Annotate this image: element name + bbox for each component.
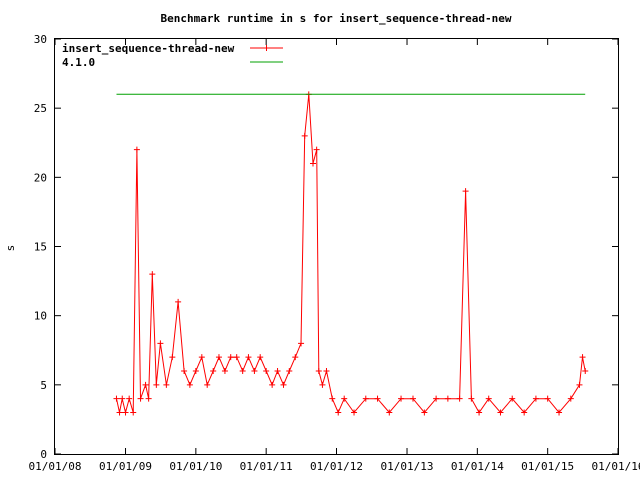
data-point-1 bbox=[409, 395, 416, 402]
data-point-1 bbox=[280, 381, 287, 388]
data-point-1 bbox=[122, 409, 129, 416]
data-point-1 bbox=[204, 381, 211, 388]
data-point-1 bbox=[198, 354, 205, 361]
data-point-1 bbox=[169, 354, 176, 361]
y-tick-label: 15 bbox=[34, 241, 47, 254]
data-point-1 bbox=[142, 381, 149, 388]
data-point-1 bbox=[319, 381, 326, 388]
y-tick-label: 0 bbox=[40, 448, 47, 461]
data-point-1 bbox=[374, 395, 381, 402]
data-point-1 bbox=[468, 395, 475, 402]
y-tick-label: 30 bbox=[34, 33, 47, 46]
data-point-1 bbox=[444, 395, 451, 402]
data-point-1 bbox=[497, 409, 504, 416]
legend: insert_sequence-thread-new 4.1.0 bbox=[62, 42, 283, 69]
chart-title: Benchmark runtime in s for insert_sequen… bbox=[161, 12, 512, 25]
data-point-1 bbox=[329, 395, 336, 402]
data-point-1 bbox=[116, 409, 123, 416]
data-point-1 bbox=[263, 368, 270, 374]
data-point-1 bbox=[292, 354, 299, 361]
data-point-1 bbox=[257, 354, 264, 361]
x-tick-label: 01/01/14 bbox=[451, 460, 504, 473]
y-tick-label: 20 bbox=[34, 171, 47, 184]
y-tick-label: 25 bbox=[34, 102, 47, 115]
y-tick-label: 10 bbox=[34, 310, 47, 323]
data-point-1 bbox=[245, 354, 252, 361]
data-point-1 bbox=[386, 409, 393, 416]
data-point-1 bbox=[286, 368, 293, 374]
data-point-1 bbox=[119, 395, 126, 402]
data-point-1 bbox=[269, 381, 276, 388]
data-point-1 bbox=[251, 368, 258, 374]
x-tick-label: 01/01/11 bbox=[240, 460, 293, 473]
data-point-1 bbox=[521, 409, 528, 416]
data-point-1 bbox=[301, 132, 308, 139]
y-axis-ticks: 0 5 10 15 20 25 30 bbox=[34, 33, 618, 461]
data-point-1 bbox=[398, 395, 405, 402]
data-point-1 bbox=[215, 354, 222, 361]
data-point-1 bbox=[556, 409, 563, 416]
data-point-1 bbox=[462, 188, 469, 195]
data-point-1 bbox=[130, 409, 137, 416]
x-tick-label: 01/01/16 bbox=[592, 460, 640, 473]
data-point-1 bbox=[181, 368, 188, 374]
data-point-1 bbox=[323, 368, 330, 374]
data-point-1 bbox=[186, 381, 193, 388]
x-tick-label: 01/01/10 bbox=[169, 460, 222, 473]
data-point-1 bbox=[485, 395, 492, 402]
data-point-1 bbox=[133, 146, 140, 153]
data-point-1 bbox=[362, 395, 369, 402]
data-point-1 bbox=[157, 340, 164, 347]
data-point-1 bbox=[126, 395, 133, 402]
legend-label-series-1: insert_sequence-thread-new bbox=[62, 42, 235, 55]
data-point-1 bbox=[351, 409, 358, 416]
data-point-1 bbox=[576, 381, 583, 388]
data-point-1 bbox=[456, 395, 463, 402]
data-point-1 bbox=[315, 368, 322, 374]
x-tick-label: 01/01/12 bbox=[310, 460, 363, 473]
data-point-1 bbox=[298, 340, 305, 347]
data-point-1 bbox=[137, 395, 144, 402]
legend-marker-1 bbox=[263, 45, 270, 51]
data-point-1 bbox=[532, 395, 539, 402]
data-point-1 bbox=[153, 381, 160, 388]
data-point-1 bbox=[221, 368, 228, 374]
x-tick-label: 01/01/09 bbox=[99, 460, 152, 473]
data-point-1 bbox=[233, 354, 240, 361]
y-tick-label: 5 bbox=[40, 379, 47, 392]
data-point-1 bbox=[274, 368, 281, 374]
data-point-1 bbox=[544, 395, 551, 402]
data-point-1 bbox=[175, 298, 182, 305]
data-point-1 bbox=[309, 160, 316, 167]
data-point-1 bbox=[192, 368, 199, 374]
data-point-1 bbox=[113, 395, 120, 402]
x-tick-label: 01/01/15 bbox=[521, 460, 574, 473]
data-point-1 bbox=[227, 354, 234, 361]
data-point-1 bbox=[145, 395, 152, 402]
data-point-1 bbox=[210, 368, 217, 374]
data-point-1 bbox=[335, 409, 342, 416]
y-axis-label: s bbox=[4, 245, 17, 252]
data-point-1 bbox=[163, 381, 170, 388]
data-point-1 bbox=[149, 271, 156, 278]
x-tick-label: 01/01/13 bbox=[381, 460, 434, 473]
series-line-1 bbox=[116, 94, 586, 414]
series-layer bbox=[113, 91, 589, 416]
x-tick-label: 01/01/08 bbox=[29, 460, 82, 473]
legend-label-series-2: 4.1.0 bbox=[62, 56, 95, 69]
data-point-1 bbox=[476, 409, 483, 416]
data-point-1 bbox=[341, 395, 348, 402]
data-point-1 bbox=[239, 368, 246, 374]
data-point-1 bbox=[421, 409, 428, 416]
data-point-1 bbox=[313, 146, 320, 153]
data-point-1 bbox=[579, 354, 586, 361]
x-axis-ticks: 01/01/08 01/01/09 01/01/10 01/01/11 01/01/12… bbox=[29, 39, 640, 473]
data-point-1 bbox=[509, 395, 516, 402]
data-point-1 bbox=[433, 395, 440, 402]
data-point-1 bbox=[582, 368, 589, 374]
plot-frame bbox=[54, 38, 619, 455]
data-point-1 bbox=[567, 395, 574, 402]
